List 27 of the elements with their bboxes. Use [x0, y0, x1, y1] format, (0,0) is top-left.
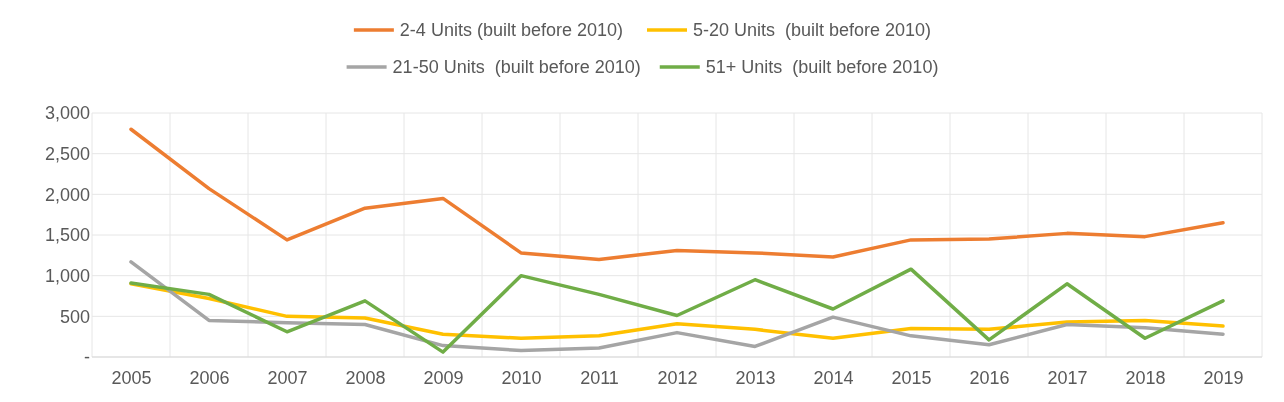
y-tick-label: - [84, 347, 90, 368]
x-tick-label: 2014 [813, 367, 854, 388]
x-tick-label: 2015 [891, 367, 932, 388]
y-tick-label: 1,500 [44, 225, 90, 246]
y-tick-label: 2,000 [44, 184, 90, 205]
y-tick-label: 3,000 [44, 103, 90, 124]
x-tick-label: 2016 [969, 367, 1010, 388]
y-tick-label: 500 [59, 306, 90, 327]
x-tick-label: 2006 [189, 367, 230, 388]
x-tick-label: 2013 [735, 367, 776, 388]
legend-label: 5-20 Units (built before 2010) [692, 20, 932, 41]
x-tick-label: 2019 [1203, 367, 1244, 388]
x-tick-label: 2018 [1125, 367, 1166, 388]
legend-label: 2-4 Units (built before 2010) [399, 20, 623, 41]
legend-label: 21-50 Units (built before 2010) [392, 57, 641, 78]
x-tick-label: 2017 [1047, 367, 1088, 388]
x-tick-label: 2005 [111, 367, 152, 388]
x-tick-label: 2007 [267, 367, 308, 388]
legend-label: 51+ Units (built before 2010) [705, 57, 939, 78]
x-tick-label: 2012 [657, 367, 698, 388]
x-tick-label: 2011 [580, 367, 619, 388]
x-tick-label: 2009 [423, 367, 464, 388]
y-tick-label: 2,500 [44, 143, 90, 164]
x-tick-label: 2010 [501, 367, 542, 388]
y-tick-label: 1,000 [44, 265, 90, 286]
x-tick-label: 2008 [345, 367, 386, 388]
line-series [129, 127, 1225, 262]
